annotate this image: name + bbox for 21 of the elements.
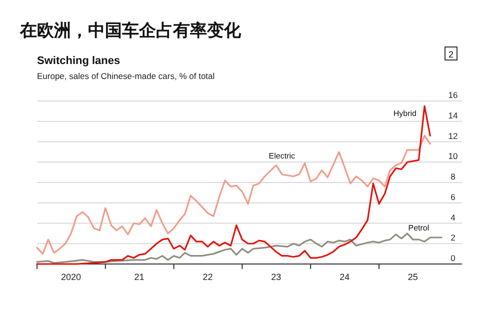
x-tick-label: 25 xyxy=(408,272,418,282)
x-tick-label: 22 xyxy=(202,272,213,282)
y-tick-label: 10 xyxy=(448,151,458,162)
x-tick-label: 23 xyxy=(271,272,282,282)
y-tick-label: 4 xyxy=(450,212,456,222)
x-tick-label: 24 xyxy=(340,272,350,282)
series-label: Electric xyxy=(268,151,296,160)
y-tick-label: 2 xyxy=(450,232,456,243)
series-label: Petrol xyxy=(408,224,430,233)
series-label: Hybrid xyxy=(393,109,417,118)
x-tick-label: 21 xyxy=(134,272,144,282)
x-tick-label: 2020 xyxy=(60,272,82,282)
y-tick-label: 14 xyxy=(448,110,458,120)
y-tick-label: 8 xyxy=(450,172,456,182)
y-axis-title: Europe, sales of Chinese-made cars, % of total xyxy=(37,71,215,81)
y-tick-label: 16 xyxy=(448,90,458,100)
chart-title: 在欧洲，中国车企占有率变化 xyxy=(19,21,242,40)
y-tick-label: 0 xyxy=(450,253,456,263)
chart-subtitle: Switching lanes xyxy=(37,55,120,67)
y-tick-label: 6 xyxy=(450,192,456,202)
y-tick-label: 12 xyxy=(448,130,458,141)
